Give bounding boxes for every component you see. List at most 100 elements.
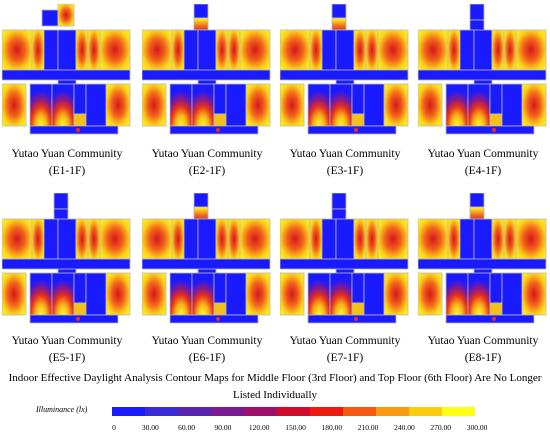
room-upper: [142, 218, 173, 260]
caption-name: Yutao Yuan Community: [11, 148, 123, 160]
room-upper: [309, 29, 323, 71]
caption-id: (E6-1F): [188, 352, 226, 364]
core-room: [459, 218, 475, 260]
room-upper: [280, 29, 311, 71]
room-lower: [85, 272, 107, 316]
room-upper: [227, 218, 241, 260]
room-lower: [191, 272, 215, 316]
daylight-contour-map: [142, 193, 271, 324]
room-upper: [215, 29, 229, 71]
legend-color-swatch: [376, 407, 409, 416]
legend-tick-label: 270.00: [430, 423, 451, 432]
room-upper: [353, 218, 367, 260]
caption-id: (E7-1F): [326, 352, 364, 364]
room-lower: [351, 113, 365, 127]
legend-tick-label: 120.00: [248, 423, 270, 432]
room-lower: [363, 272, 385, 316]
caption-name: Yutao Yuan Community: [427, 335, 539, 347]
room-lower: [489, 302, 503, 316]
legend-color-swatch: [442, 407, 475, 416]
room-lower: [105, 83, 131, 127]
room-upper: [418, 218, 449, 260]
legend-color-swatch: [145, 407, 178, 416]
room-upper: [239, 218, 271, 260]
room-lower: [521, 272, 547, 316]
room-lower: [383, 272, 409, 316]
tower-room: [331, 4, 347, 19]
tower-room: [469, 4, 485, 21]
room-lower: [213, 83, 227, 115]
room-upper: [171, 29, 185, 71]
room-lower: [329, 83, 353, 127]
room-lower: [213, 302, 227, 316]
room-upper: [491, 218, 505, 260]
room-lower: [191, 83, 215, 127]
balcony-strip: [169, 125, 259, 135]
panel-caption: Yutao Yuan Community (E2-1F): [137, 146, 277, 180]
room-upper: [365, 29, 379, 71]
legend-color-swatch: [409, 407, 442, 416]
room-upper: [515, 29, 547, 71]
corridor: [418, 69, 547, 81]
room-lower: [73, 272, 87, 304]
caption-id: (E2-1F): [188, 165, 226, 177]
corridor: [2, 258, 131, 270]
room-upper: [239, 29, 271, 71]
tower-room: [53, 193, 69, 210]
room-upper: [2, 29, 33, 71]
room-upper: [142, 29, 173, 71]
core-room: [459, 29, 475, 71]
room-upper: [2, 218, 33, 260]
caption-id: (E5-1F): [48, 352, 86, 364]
daylight-contour-map: [280, 4, 409, 135]
room-upper: [447, 29, 461, 71]
room-lower: [418, 272, 443, 316]
room-upper: [377, 29, 409, 71]
room-upper: [503, 218, 517, 260]
room-lower: [225, 272, 247, 316]
legend-tick-label: 300.00: [466, 423, 488, 432]
room-upper: [227, 29, 241, 71]
legend-title: Illuminance (lx): [36, 405, 88, 414]
room-lower: [501, 83, 523, 127]
daylight-contour-map: [2, 193, 131, 324]
room-lower: [225, 83, 247, 127]
caption-id: (E3-1F): [326, 165, 364, 177]
room-upper: [515, 218, 547, 260]
room-lower: [245, 272, 271, 316]
room-upper: [280, 218, 311, 260]
room-upper: [171, 218, 185, 260]
room-lower: [445, 272, 469, 316]
room-lower: [105, 272, 131, 316]
panel-caption: Yutao Yuan Community (E6-1F): [137, 333, 277, 367]
daylight-contour-map: [418, 4, 547, 135]
floor-plan-panel: Yutao Yuan Community (E7-1F): [280, 193, 410, 369]
room-lower: [213, 272, 227, 304]
room-upper: [418, 29, 449, 71]
balcony-strip: [29, 125, 119, 135]
hotspot-marker: [354, 128, 358, 132]
balcony-strip: [29, 314, 119, 324]
legend-color-bar: [112, 407, 475, 416]
room-upper: [503, 29, 517, 71]
hotspot-marker: [354, 317, 358, 321]
room-upper: [99, 29, 131, 71]
tower-room: [469, 193, 485, 208]
room-lower: [307, 83, 331, 127]
balcony-strip: [445, 125, 535, 135]
room-lower: [2, 83, 27, 127]
legend-color-swatch: [343, 407, 376, 416]
caption-id: (E4-1F): [464, 165, 502, 177]
corridor: [280, 258, 409, 270]
hotspot-marker: [492, 317, 496, 321]
room-upper: [309, 218, 323, 260]
floor-plan-panel: Yutao Yuan Community (E4-1F): [418, 4, 548, 182]
room-upper: [215, 218, 229, 260]
caption-name: Yutao Yuan Community: [289, 148, 401, 160]
room-lower: [85, 83, 107, 127]
caption-name: Yutao Yuan Community: [11, 335, 123, 347]
caption-name: Yutao Yuan Community: [151, 148, 263, 160]
room-lower: [169, 272, 193, 316]
floor-plan-panel: Yutao Yuan Community (E5-1F): [2, 193, 132, 369]
room-lower: [73, 302, 87, 316]
